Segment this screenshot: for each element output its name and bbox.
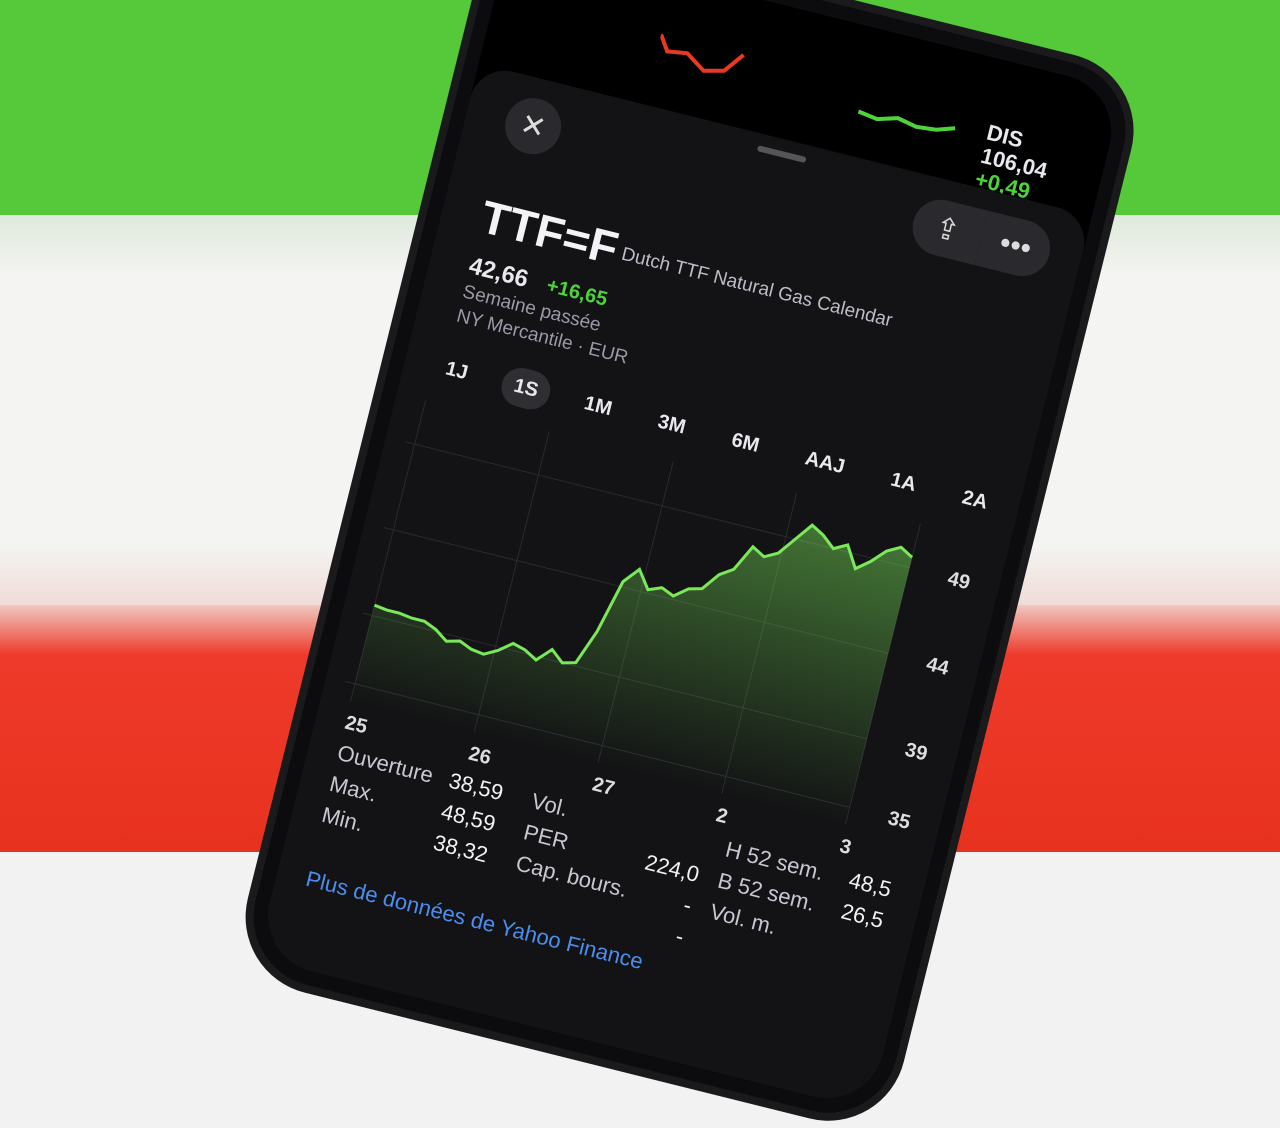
phone-screen: DIS 106,04 +0,49 ✕ ⇪ ••• TTF=F Dutch TTF N…: [255, 0, 1124, 1111]
stat-label: Min.: [319, 801, 366, 837]
price-line: [373, 523, 914, 665]
range-tab-3m[interactable]: 3M: [655, 410, 688, 439]
price-area: [350, 525, 913, 825]
stat-label: PER: [521, 819, 572, 855]
stat-value: 48,5: [846, 867, 894, 903]
x-tick-label: 25: [343, 712, 370, 739]
close-button[interactable]: ✕: [499, 92, 568, 161]
stat-value: -: [673, 923, 687, 950]
y-tick-label: 35: [886, 807, 913, 834]
x-tick-label: 3: [837, 835, 853, 859]
stat-value: -: [681, 892, 695, 919]
stat-label: Max.: [327, 770, 380, 807]
range-tab-1a[interactable]: 1A: [888, 468, 919, 497]
share-button[interactable]: ⇪: [906, 193, 989, 266]
y-tick-label: 44: [924, 653, 952, 680]
more-icon: •••: [996, 226, 1035, 266]
y-tick-label: 49: [945, 568, 972, 595]
range-tab-aaj[interactable]: AAJ: [802, 447, 848, 479]
x-tick-label: 2: [714, 804, 730, 828]
stat-value: 26,5: [838, 898, 887, 934]
range-tab-6m[interactable]: 6M: [729, 428, 762, 457]
range-tab-1m[interactable]: 1M: [581, 392, 615, 421]
range-tab-1s[interactable]: 1S: [497, 363, 555, 414]
instrument-name: Dutch TTF Natural Gas Calendar: [619, 243, 895, 332]
y-tick-label: 39: [903, 739, 930, 766]
range-tab-2a[interactable]: 2A: [959, 486, 990, 514]
drag-handle[interactable]: [756, 145, 807, 164]
phone: DIS 106,04 +0,49 ✕ ⇪ ••• TTF=F Dutch TTF N…: [238, 0, 1141, 1128]
stat-value: 38,32: [430, 829, 491, 868]
ticker-sparkline: [659, 33, 745, 73]
range-tab-1j[interactable]: 1J: [443, 357, 471, 385]
quote-sheet: ✕ ⇪ ••• TTF=F Dutch TTF Natural Gas Cale…: [255, 63, 1092, 1111]
share-icon: ⇪: [931, 210, 964, 249]
ticker-bar: DIS 106,04 +0,49: [520, 0, 1085, 204]
ticker-sparkline: [857, 109, 956, 132]
stat-label: Vol.: [528, 788, 571, 822]
x-tick-label: 26: [466, 743, 493, 770]
close-icon: ✕: [516, 107, 550, 146]
more-button[interactable]: •••: [974, 210, 1057, 283]
x-tick-label: 27: [590, 773, 617, 800]
